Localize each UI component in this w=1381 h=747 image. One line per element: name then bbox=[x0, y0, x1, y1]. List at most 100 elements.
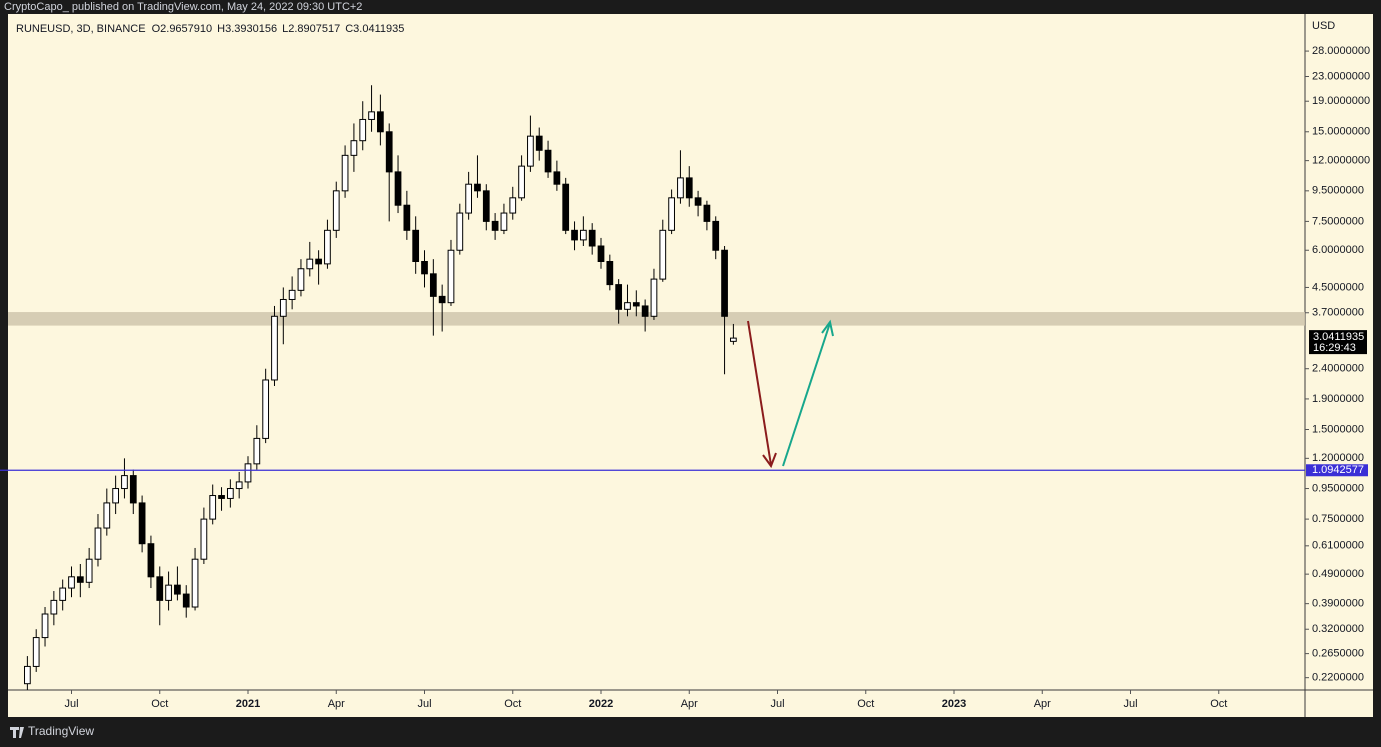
support-zone bbox=[8, 312, 1305, 326]
candle-body bbox=[235, 481, 243, 490]
plot-area bbox=[8, 85, 1305, 690]
x-tick-label: Jul bbox=[417, 698, 431, 710]
x-tick-label: Oct bbox=[857, 698, 874, 710]
candle-body bbox=[553, 171, 561, 185]
candle-body bbox=[324, 229, 331, 265]
y-tick-label: 23.0000000 bbox=[1312, 70, 1370, 82]
y-tick-label: 0.2650000 bbox=[1312, 648, 1364, 660]
x-tick-label: Apr bbox=[328, 698, 345, 710]
y-tick-label: 0.2200000 bbox=[1312, 672, 1364, 684]
x-tick-label: Jul bbox=[770, 698, 784, 710]
x-tick-label: Jul bbox=[1123, 698, 1137, 710]
y-tick-label: 6.0000000 bbox=[1312, 244, 1364, 256]
candle-body bbox=[103, 502, 111, 529]
hline-label-box bbox=[1306, 464, 1368, 477]
candle-body bbox=[535, 135, 543, 151]
candle-body bbox=[147, 543, 155, 578]
ohlc-key: C bbox=[345, 23, 353, 35]
candle-body bbox=[288, 289, 296, 300]
down-arrowhead bbox=[762, 452, 777, 469]
candle-body bbox=[174, 584, 181, 595]
candle-body bbox=[650, 278, 658, 317]
candle-body bbox=[226, 488, 234, 499]
chart-panel bbox=[8, 14, 1373, 717]
candle-body bbox=[588, 229, 596, 247]
candle-body bbox=[191, 558, 199, 608]
logo bbox=[10, 727, 24, 738]
y-tick-label: 0.4900000 bbox=[1312, 568, 1364, 580]
candle-body bbox=[50, 599, 58, 615]
candle-body bbox=[121, 475, 128, 490]
last-price-label: 3.0411935 bbox=[1313, 331, 1364, 343]
candle-body bbox=[394, 171, 402, 206]
y-tick-label: 0.6100000 bbox=[1312, 540, 1364, 552]
y-tick-label: 1.2000000 bbox=[1312, 452, 1364, 464]
y-tick-label: 12.0000000 bbox=[1312, 155, 1370, 167]
candle-body bbox=[138, 502, 146, 545]
candle-body bbox=[385, 131, 393, 173]
x-tick-label: Apr bbox=[681, 698, 698, 710]
x-tick-label: 2021 bbox=[236, 698, 260, 710]
candle-body bbox=[68, 576, 75, 589]
y-tick-label: 0.3900000 bbox=[1312, 598, 1364, 610]
down-arrow bbox=[747, 320, 772, 466]
candle-body bbox=[359, 118, 367, 142]
candle-body bbox=[694, 197, 702, 206]
candle-body bbox=[85, 558, 93, 583]
ohlc-value: 3.0411935 bbox=[353, 23, 404, 35]
candle-body bbox=[500, 212, 508, 231]
ohlc-value: 3.3930156 bbox=[225, 23, 277, 35]
candle-body bbox=[165, 584, 172, 601]
up-arrow bbox=[782, 322, 831, 467]
candle-body bbox=[32, 637, 40, 667]
candle-body bbox=[474, 183, 481, 192]
y-tick-label: 0.7500000 bbox=[1312, 513, 1364, 525]
candle-body bbox=[129, 475, 137, 504]
candle-body bbox=[703, 204, 711, 222]
ohlc-key: L bbox=[282, 23, 288, 35]
y-tick-label: 1.5000000 bbox=[1312, 423, 1364, 435]
x-tick-label: Oct bbox=[504, 698, 521, 710]
candle-body bbox=[429, 273, 437, 297]
candle-body bbox=[544, 149, 552, 173]
candle-body bbox=[730, 337, 737, 342]
footer-brand: TradingView bbox=[28, 724, 94, 738]
candle-body bbox=[315, 258, 322, 265]
currency: USD bbox=[1312, 20, 1335, 32]
candle-body bbox=[262, 379, 270, 439]
candle-body bbox=[597, 245, 605, 262]
candle-body bbox=[641, 305, 649, 317]
candle-body bbox=[571, 229, 578, 241]
candle-body bbox=[24, 665, 31, 685]
x-tick-label: Jul bbox=[64, 698, 78, 710]
symbol-legend: RUNEUSD, 3D, BINANCE O2.9657910 H3.3930156… bbox=[16, 23, 404, 35]
ohlc-key: O bbox=[152, 23, 161, 35]
byline: CryptoCapo_ published on TradingView.com… bbox=[4, 1, 362, 13]
y-tick-label: 1.9000000 bbox=[1312, 393, 1364, 405]
y-tick-label: 4.5000000 bbox=[1312, 281, 1364, 293]
candle-body bbox=[209, 495, 217, 520]
candle-body bbox=[527, 135, 534, 167]
y-tick-label: 0.9500000 bbox=[1312, 482, 1364, 494]
candle-body bbox=[200, 518, 208, 560]
candle-body bbox=[41, 613, 49, 639]
hline-label: 1.0942577 bbox=[1312, 464, 1364, 476]
last-price-countdown: 16:29:43 bbox=[1313, 342, 1356, 354]
candle-body bbox=[403, 204, 411, 231]
candle-body bbox=[218, 495, 225, 499]
candle-body bbox=[509, 197, 517, 214]
up-arrowhead bbox=[821, 319, 834, 337]
candle-body bbox=[491, 220, 499, 231]
candle-body bbox=[606, 260, 614, 286]
footer: TradingView bbox=[10, 724, 94, 738]
candle-body bbox=[368, 111, 375, 120]
y-tick-label: 15.0000000 bbox=[1312, 126, 1370, 138]
candle-body bbox=[482, 190, 490, 222]
y-tick-label: 19.0000000 bbox=[1312, 95, 1370, 107]
candle-body bbox=[377, 111, 384, 133]
candle-body bbox=[712, 220, 720, 251]
candle-body bbox=[76, 576, 84, 583]
candle-body bbox=[412, 229, 420, 262]
candle-body bbox=[244, 463, 252, 483]
candle-body bbox=[182, 593, 190, 608]
